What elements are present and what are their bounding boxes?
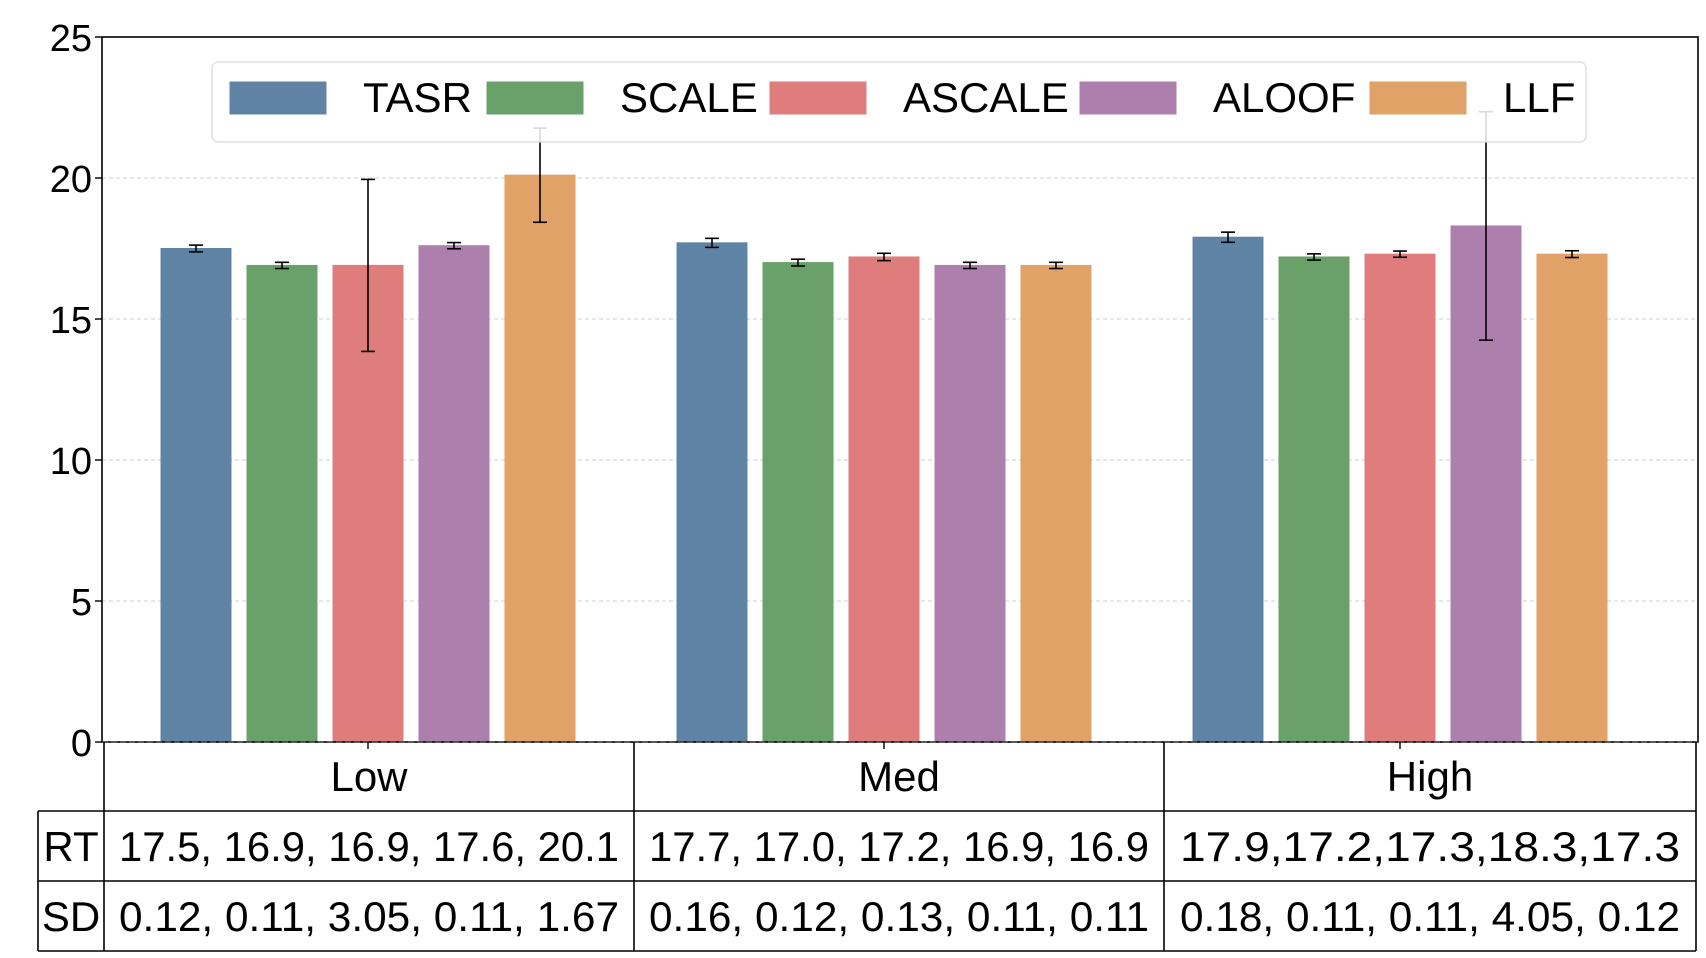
error-bar [361,178,375,353]
bar-ascale-high [1364,253,1436,743]
table-cell: 17.9,17.2,17.3,18.3,17.3 [1180,823,1680,870]
bar-aloof-med [934,264,1006,743]
legend-entry-llf: LLF [1369,74,1575,121]
y-axis: 0 5 10 15 20 25 [50,18,102,765]
legend-entry-tasr: TASR [229,74,472,121]
bar-tasr-low [160,248,232,743]
table-cell: 17.5, 16.9, 16.9, 17.6, 20.1 [119,823,619,870]
error-bar [447,241,461,250]
legend-label: LLF [1503,74,1575,121]
y-tick-label: 15 [50,300,92,342]
error-bar [705,237,719,249]
legend-label: ASCALE [903,74,1069,121]
table-cell: 0.18, 0.11, 0.11, 4.05, 0.12 [1180,893,1680,940]
legend-swatch [1369,81,1467,115]
legend-label: TASR [363,74,472,121]
y-tick-label: 25 [50,18,92,60]
legend-entry-ascale: ASCALE [769,74,1069,121]
y-tick-label: 5 [71,582,92,624]
legend-entry-aloof: ALOOF [1079,74,1355,121]
table-cell: 0.12, 0.11, 3.05, 0.11, 1.67 [119,893,619,940]
legend-entry-scale: SCALE [486,74,758,121]
x-category-label: Low [330,753,408,800]
bar-tasr-med [676,242,748,743]
bar-llf-high [1536,253,1608,743]
legend-swatch [486,81,584,115]
bar-llf-low [504,174,576,743]
error-bar [1221,231,1235,244]
error-bars [189,110,1579,353]
y-tick-label: 10 [50,441,92,483]
error-bar [791,258,805,267]
error-bar [1565,249,1579,259]
bar-scale-high [1278,256,1350,743]
x-category-label: High [1387,753,1473,800]
data-table: Low Med High RT 17.5, 16.9, 16.9, 17.6, 20.1… [37,742,1697,952]
x-category-label: Med [858,753,940,800]
error-bar [189,244,203,253]
legend-swatch [769,81,867,115]
error-bar [275,261,289,270]
error-bar [877,252,891,262]
legend: TASR SCALE ASCALE ALOOF LLF [211,61,1587,143]
error-bar [1307,253,1321,261]
bar-scale-med [762,262,834,743]
legend-label: ALOOF [1213,74,1355,121]
table-row-label: SD [42,893,100,940]
legend-swatch [229,81,327,115]
error-bar [963,261,977,270]
bar-llf-med [1020,264,1092,743]
table-cell: 0.16, 0.12, 0.13, 0.11, 0.11 [649,893,1149,940]
bars [160,174,1608,743]
table-cell: 17.7, 17.0, 17.2, 16.9, 16.9 [649,823,1149,870]
bar-scale-low [246,264,318,743]
table-row-label: RT [43,823,98,870]
bar-tasr-high [1192,236,1264,743]
bar-aloof-low [418,245,490,743]
error-bar [1049,261,1063,270]
bar-ascale-med [848,256,920,743]
y-tick-label: 20 [50,159,92,201]
error-bar [1393,250,1407,259]
y-tick-label: 0 [71,723,92,765]
legend-swatch [1079,81,1177,115]
legend-label: SCALE [620,74,758,121]
